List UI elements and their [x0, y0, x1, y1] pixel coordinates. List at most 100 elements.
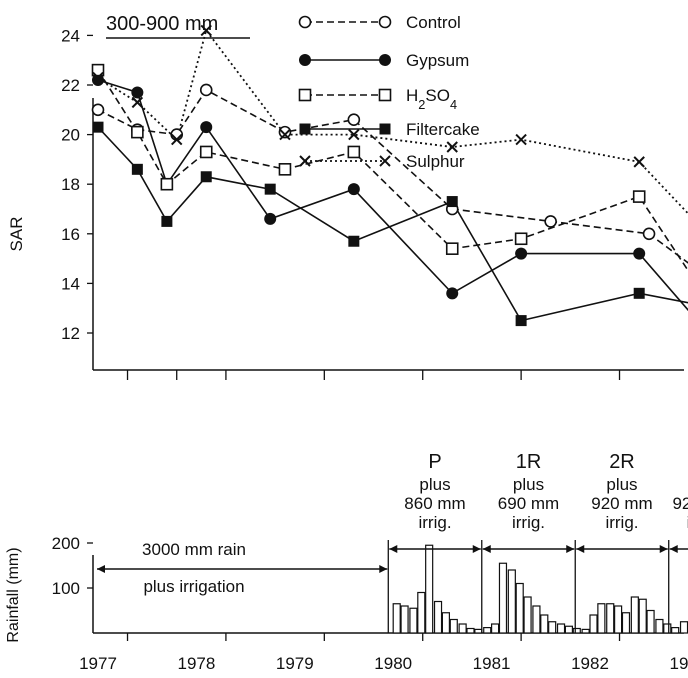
rainfall-bar [663, 623, 672, 634]
rainfall-bar [449, 618, 458, 634]
data-point-square [514, 232, 528, 246]
data-point-circle [347, 113, 361, 127]
data-point-circle [633, 247, 646, 260]
data-point-square [515, 315, 527, 327]
period-arrow-head-left [576, 545, 585, 553]
rainfall-bar [474, 628, 483, 634]
data-point-square [161, 215, 173, 227]
rainfall-bar [556, 623, 566, 634]
data-point-square [131, 163, 143, 175]
rainfall-bar [679, 621, 688, 634]
initial-period-note: 3000 mm rain [142, 540, 246, 559]
data-point-circle [92, 74, 104, 87]
legend-label: Gypsum [406, 51, 469, 70]
data-point-cross [200, 24, 212, 37]
data-point-square [200, 171, 212, 183]
axes-layer [87, 34, 684, 380]
rainfall-bar [548, 621, 557, 634]
data-point-circle [298, 15, 312, 29]
rainfall-bar [466, 627, 475, 634]
series-line-filtercake [97, 126, 688, 322]
data-point-circle [515, 247, 528, 260]
period-irrigation-note: plus [419, 475, 450, 494]
data-point-square [446, 196, 458, 208]
data-point-circle [278, 125, 292, 139]
rainfall-bar [630, 596, 639, 634]
data-point-circle [378, 15, 392, 29]
period-arrow-head-right [659, 545, 668, 553]
rainfall-bar [589, 614, 598, 634]
rainfall-bar [606, 603, 615, 634]
rainfall-panel: 100 200 1977 1978 1979 1980 1981 1982 1983 Rainfa… [5, 451, 688, 673]
period-irrigation-note: 690 mm [498, 494, 559, 513]
period-arrow-head-left [669, 545, 678, 553]
initial-period-arrow-head-left [97, 565, 105, 573]
sar-y-tick-label: 12 [61, 324, 80, 343]
period-irrigation-note: irrig. [512, 513, 545, 532]
data-point-square [278, 163, 292, 176]
period-irrigation-note: 920 mm [672, 494, 688, 513]
period-irrigation-note: irrig. [605, 513, 638, 532]
legend-label: Sulphur [406, 152, 465, 171]
sar-y-tick-label: 16 [61, 225, 80, 244]
data-point-circle [299, 54, 311, 66]
rainfall-bar [425, 544, 434, 634]
data-point-square [348, 235, 360, 247]
data-point-circle [544, 215, 557, 228]
period-irrigation-note: plus [606, 475, 637, 494]
data-point-square [160, 177, 174, 191]
period-label: 2R [609, 451, 635, 473]
data-point-cross [348, 128, 360, 141]
rainfall-bar [671, 626, 680, 634]
rainfall-bar [572, 627, 581, 634]
data-point-cross [299, 155, 311, 167]
data-point-circle [379, 54, 391, 66]
rainfall-bar [498, 562, 508, 634]
rain-x-tick-label: 1980 [374, 654, 412, 673]
rainfall-bar [392, 603, 401, 634]
series-line-sulphur [97, 28, 688, 215]
rain-x-tick-label: 1983 [669, 654, 688, 673]
line-layer [97, 28, 688, 322]
rain-y-tick-label: 200 [52, 534, 80, 553]
data-point-circle [91, 103, 105, 117]
data-point-cross [279, 128, 291, 141]
series-line-gypsum [97, 79, 688, 312]
legend: Control Gypsum H2SO4 Filtercake Sulphur [298, 13, 480, 171]
rain-x-tick-label: 1977 [79, 654, 117, 673]
data-point-square [264, 183, 276, 195]
period-irrigation-note: 860 mm [404, 494, 465, 513]
rainfall-bar [483, 626, 492, 634]
sar-y-tick-label: 22 [61, 76, 80, 95]
rain-x-tick-label: 1981 [473, 654, 511, 673]
rainfall-bar [491, 623, 500, 634]
data-point-circle [642, 227, 656, 241]
sar-y-tick-label: 20 [61, 126, 80, 145]
rain-x-tick-label: 1982 [571, 654, 609, 673]
data-point-circle [446, 287, 459, 300]
rainfall-bar [400, 605, 409, 634]
data-point-square [378, 88, 392, 102]
rainfall-bar [540, 614, 549, 634]
rainfall-bar [564, 625, 574, 634]
period-irrigation-note: 920 mm [591, 494, 652, 513]
period-arrow-head-left [482, 545, 491, 553]
data-point-square [92, 121, 104, 133]
data-point-cross [131, 96, 144, 109]
text-layer: 1214161820222426SAR300-900 mm [7, 13, 250, 343]
rainfall-bar [515, 582, 524, 634]
data-point-square [299, 123, 311, 135]
period-irrigation-note: irrig. [418, 513, 451, 532]
period-arrow-head-right [566, 545, 575, 553]
rainfall-bar [581, 628, 590, 634]
data-point-cross [92, 71, 104, 84]
rainfall-bar [613, 605, 623, 634]
rainfall-bar [646, 609, 655, 634]
series-line-control [97, 88, 688, 264]
initial-period-arrow-head-right [379, 565, 388, 573]
rainfall-bar [597, 603, 606, 634]
data-point-cross [633, 156, 645, 168]
rainfall-bar [523, 596, 532, 634]
rainfall-bar [458, 623, 467, 634]
data-point-square [445, 242, 459, 255]
